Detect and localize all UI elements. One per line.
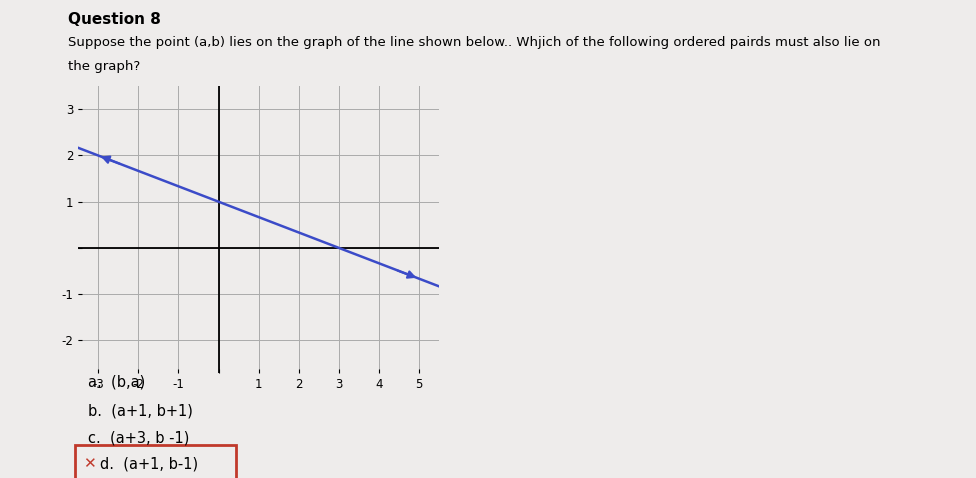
Text: c.  (a+3, b -1): c. (a+3, b -1) xyxy=(88,431,189,446)
Text: Question 8: Question 8 xyxy=(68,12,161,27)
Text: ✕: ✕ xyxy=(83,456,96,471)
Text: Suppose the point (a,b) lies on the graph of the line shown below.. Whjich of th: Suppose the point (a,b) lies on the grap… xyxy=(68,36,880,49)
Text: b.  (a+1, b+1): b. (a+1, b+1) xyxy=(88,403,192,419)
Text: the graph?: the graph? xyxy=(68,60,141,73)
Text: d.  (a+1, b-1): d. (a+1, b-1) xyxy=(100,456,198,471)
Text: a.  (b,a): a. (b,a) xyxy=(88,375,145,390)
